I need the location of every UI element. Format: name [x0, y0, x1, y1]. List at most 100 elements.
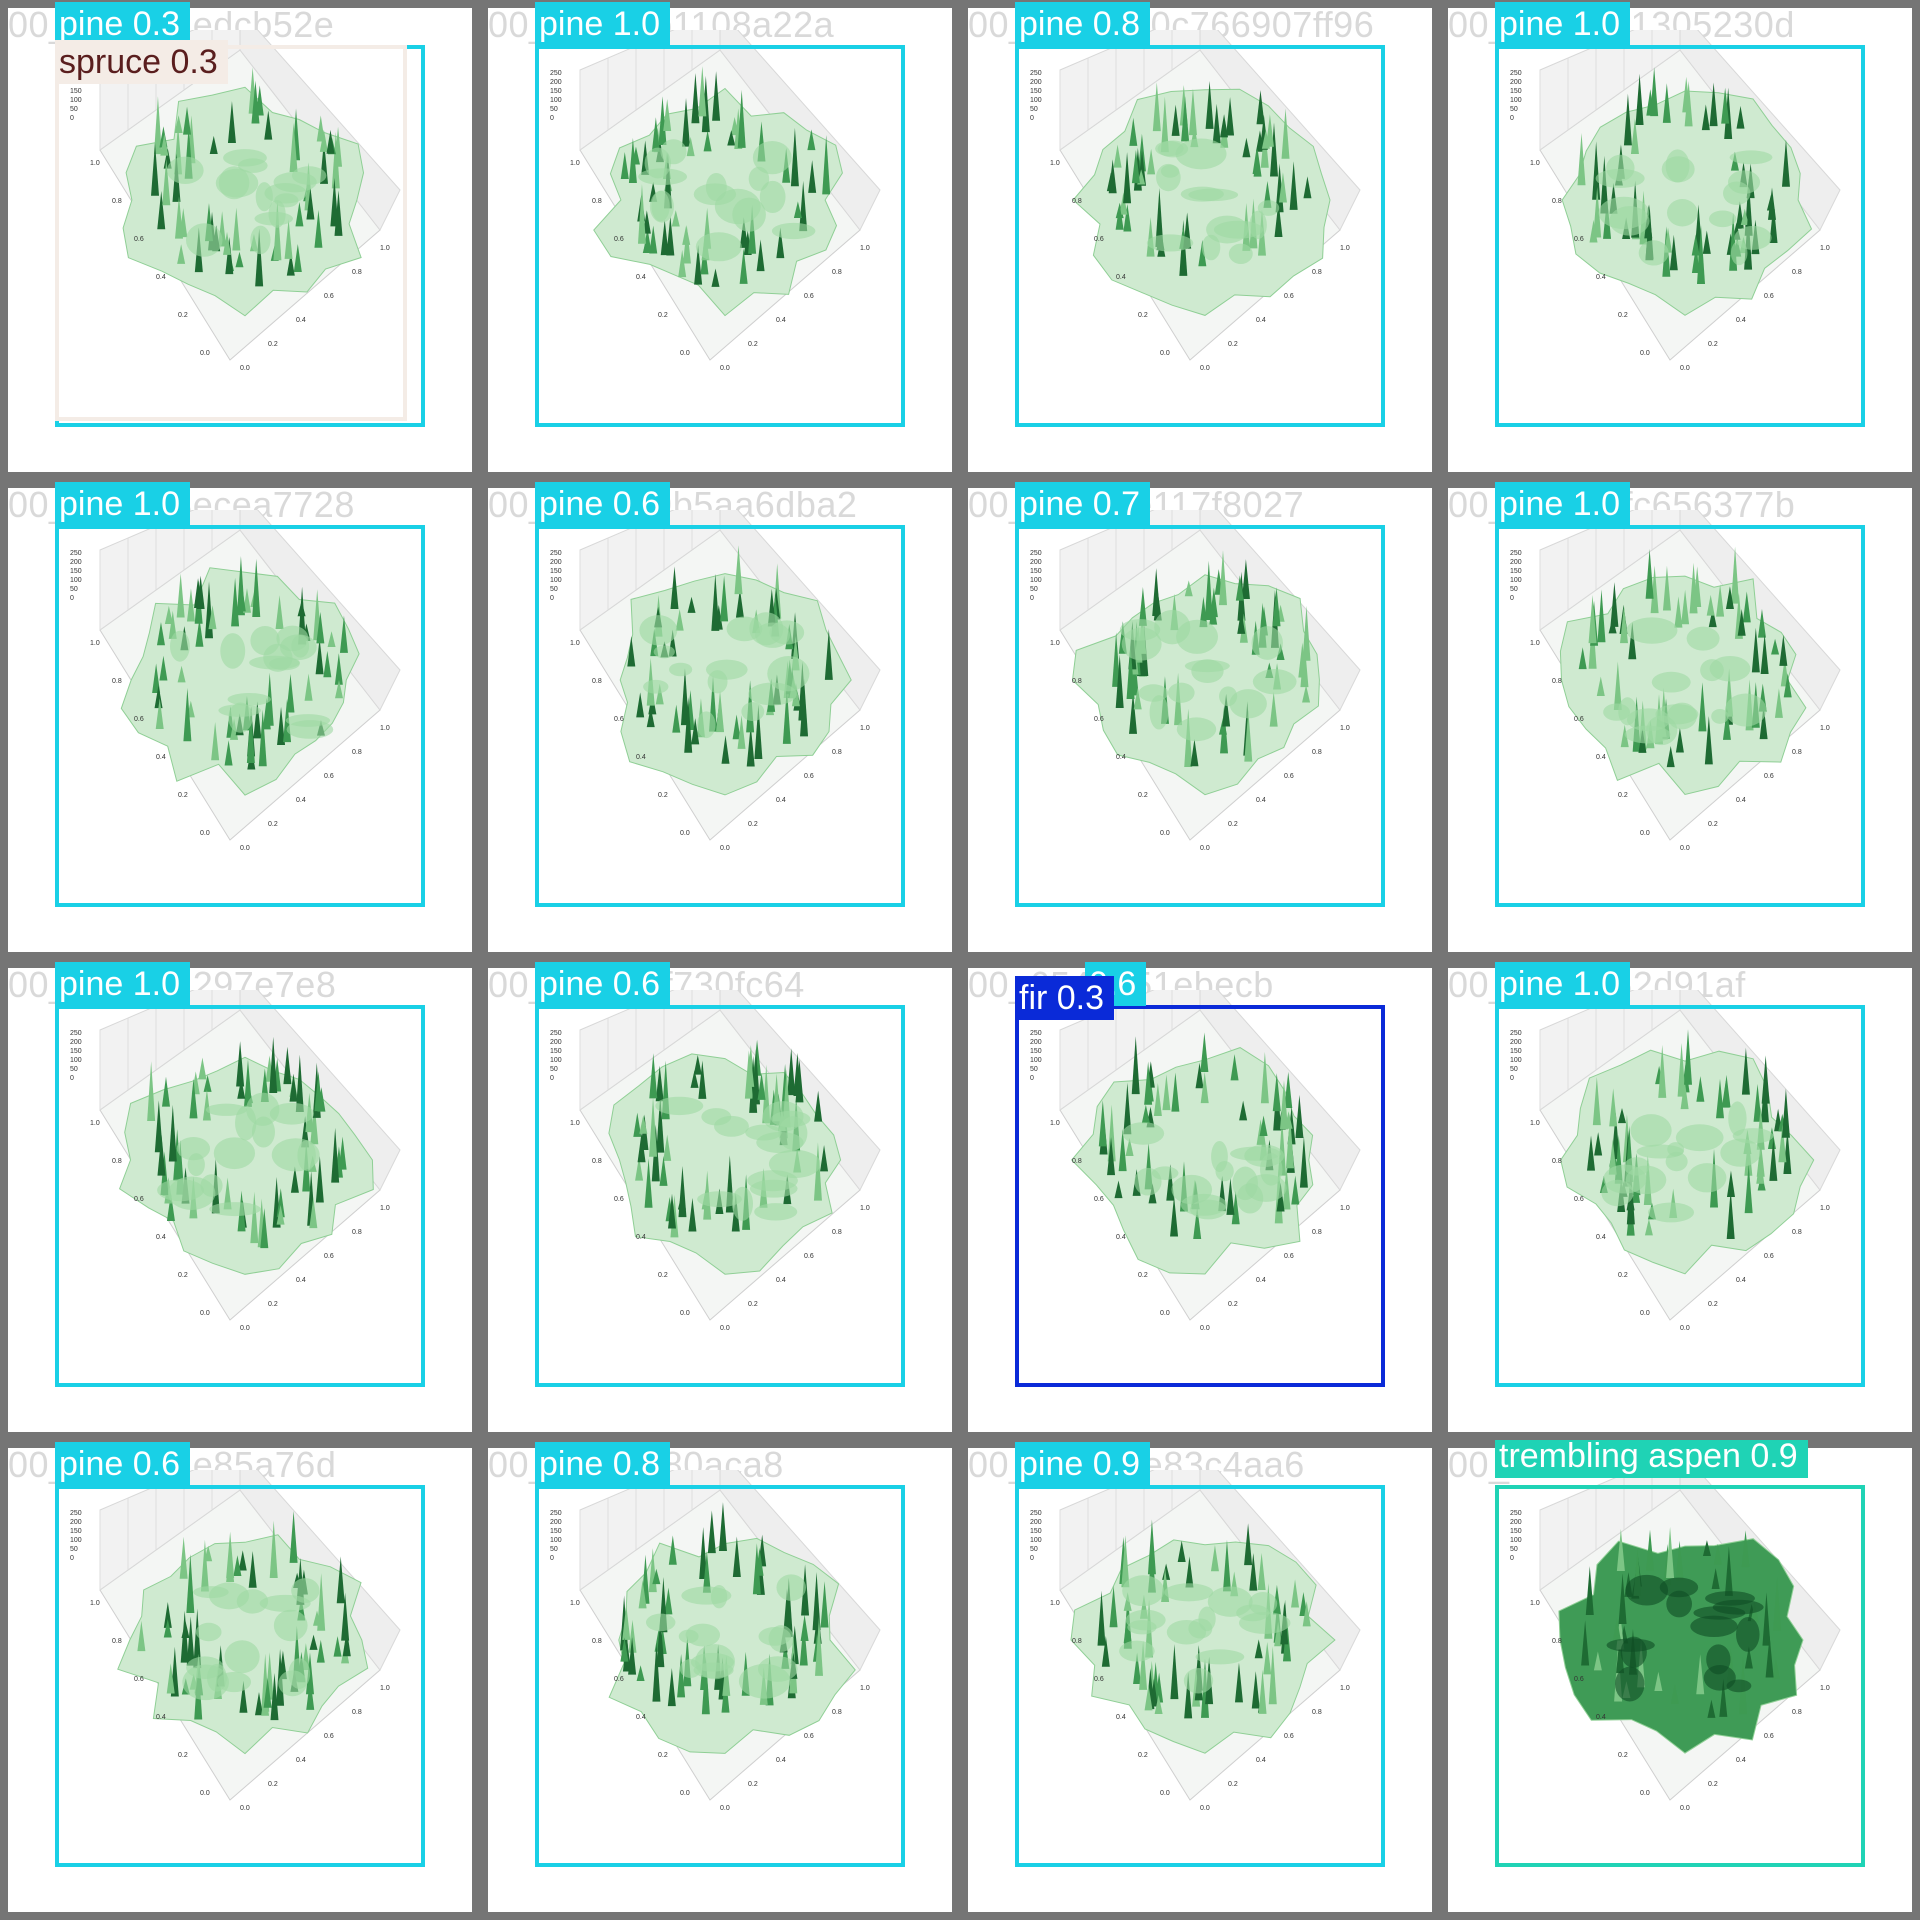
surface-spike	[160, 133, 169, 156]
surface-patch	[291, 634, 310, 658]
surface-spike	[1616, 1528, 1625, 1572]
surface-patch	[1709, 210, 1737, 228]
detection-tile[interactable]: 00_99253e117f80272502001501005001.00.80.…	[960, 480, 1440, 960]
detection-tile[interactable]: 00_a7f9b1fc656377b2502001501005001.00.80…	[1440, 480, 1920, 960]
surface-patch	[273, 1609, 308, 1642]
surface-spike	[1681, 589, 1690, 625]
z-tick-label: 250	[1510, 550, 1522, 557]
y-tick-label: 0.0	[200, 1790, 210, 1797]
surface-spike	[663, 1134, 672, 1161]
surface-spike	[1581, 1620, 1590, 1666]
surface-spike	[1184, 1672, 1193, 1719]
z-tick-label: 200	[1030, 1039, 1042, 1046]
surface-spike	[157, 1134, 166, 1176]
x-tick-label: 0.2	[748, 1781, 758, 1788]
surface-spike	[253, 701, 262, 739]
detection-tile[interactable]: 00_db38ba297e7e82502001501005001.00.80.6…	[0, 960, 480, 1440]
z-tick-label: 200	[550, 559, 562, 566]
surface-spike	[277, 706, 286, 745]
z-tick-label: 50	[550, 586, 558, 593]
surface-patch	[227, 693, 271, 706]
detection-tile[interactable]: 00_f8064ef730fc642502001501005001.00.80.…	[480, 960, 960, 1440]
x-tick-label: 1.0	[380, 725, 390, 732]
detection-tile[interactable]: 00_21e29de85a76d2502001501005001.00.80.6…	[0, 1440, 480, 1920]
surface-spike	[304, 673, 313, 701]
detection-tile[interactable]: 00_2b84e62d91af2502001501005001.00.80.60…	[1440, 960, 1920, 1440]
surface-patch	[768, 1149, 821, 1179]
detection-tile[interactable]: 00_24871f80aca82502001501005001.00.80.60…	[480, 1440, 960, 1920]
surface-spike	[620, 152, 629, 180]
surface-spike	[701, 1656, 710, 1715]
z-tick-label: 0	[1510, 1075, 1514, 1082]
surface-patch	[1211, 1140, 1228, 1173]
detection-tile[interactable]: 00_4b13a2502001501005001.00.80.60.40.20.…	[1440, 1440, 1920, 1920]
z-tick-label: 200	[1510, 79, 1522, 86]
surface-patch	[1180, 186, 1224, 202]
surface-spike	[1675, 1540, 1684, 1581]
z-tick-label: 0	[70, 1555, 74, 1562]
x-tick-label: 1.0	[1820, 725, 1830, 732]
surface-spike	[235, 251, 244, 268]
surface-spike	[622, 1604, 631, 1640]
y-tick-label: 1.0	[90, 1600, 100, 1607]
x-tick-label: 0.8	[1312, 1709, 1322, 1716]
surface-spike	[1252, 148, 1261, 175]
surface-spike	[1147, 1519, 1156, 1575]
detection-box	[1495, 1005, 1865, 1387]
surface-spike	[790, 127, 799, 187]
surface-spike	[652, 1568, 661, 1585]
surface-spike	[342, 1629, 351, 1657]
surface-spike	[186, 1553, 195, 1613]
surface-spike	[147, 1061, 156, 1122]
surface-spike	[670, 566, 679, 609]
y-tick-label: 0.8	[592, 1158, 602, 1165]
z-tick-label: 250	[70, 550, 82, 557]
surface-spike	[746, 1050, 755, 1087]
surface-spike	[153, 96, 162, 155]
surface-patch	[1666, 199, 1698, 227]
surface-spike	[1697, 224, 1706, 284]
surface-spike	[813, 1142, 822, 1201]
y-tick-label: 0.8	[592, 678, 602, 685]
surface-spike	[1177, 1540, 1186, 1562]
surface-spike	[1726, 1189, 1735, 1239]
surface-spike	[1144, 1685, 1153, 1711]
surface-patch	[638, 168, 688, 186]
surface-patch	[1675, 1124, 1724, 1152]
detection-tile[interactable]: 00_dc59a21305230d2502001501005001.00.80.…	[1440, 0, 1920, 480]
z-tick-label: 0	[550, 595, 554, 602]
z-tick-label: 250	[70, 1030, 82, 1037]
surface-spike	[1256, 90, 1265, 125]
surface-spike	[1218, 550, 1227, 606]
detection-tile[interactable]: 00_a8f871e83c4aa62502001501005001.00.80.…	[960, 1440, 1440, 1920]
detection-label: pine 1.0	[1495, 962, 1630, 1006]
surface-spike	[1716, 584, 1725, 617]
surface-spike	[1670, 1683, 1679, 1704]
surface-spike	[1608, 1139, 1617, 1175]
detection-tile[interactable]: 00_366709b5aa6dba2 250 200 150 100 50 0 1.0 0.8 0…	[480, 480, 960, 960]
surface-patch	[185, 223, 223, 257]
surface-spike	[1592, 141, 1601, 200]
surface-spike	[1144, 1061, 1153, 1105]
detection-tile[interactable]: 00_6545151ebecb2502001501005001.00.80.60…	[960, 960, 1440, 1440]
surface-spike	[233, 1555, 242, 1576]
y-tick-label: 0.2	[178, 792, 188, 799]
surface-spike	[1701, 104, 1710, 131]
detection-tile[interactable]: 00_7e91e8ecea77282502001501005001.00.80.…	[0, 480, 480, 960]
x-tick-label: 0.4	[1256, 1277, 1266, 1284]
z-tick-label: 100	[550, 1537, 562, 1544]
detection-tile[interactable]: 00_8ad30c0c766907ff96 250 200 150 100 50 0 1.0 0…	[960, 0, 1440, 480]
surface-spike	[795, 1059, 804, 1103]
surface-spike	[1291, 1579, 1300, 1608]
surface-patch	[1720, 1138, 1761, 1167]
y-tick-label: 0.0	[680, 1310, 690, 1317]
surface-spike	[691, 718, 700, 745]
detection-tile[interactable]: 00_e21d72edcb52e2502001501005001.00.80.6…	[0, 0, 480, 480]
x-tick-label: 1.0	[860, 245, 870, 252]
detection-tile[interactable]: 00_68362b1108a22a2502001501005001.00.80.…	[480, 0, 960, 480]
surface-spike	[186, 1616, 195, 1666]
surface-spike	[1628, 622, 1637, 660]
x-tick-label: 0.0	[720, 1325, 730, 1332]
x-tick-label: 0.2	[1228, 1781, 1238, 1788]
